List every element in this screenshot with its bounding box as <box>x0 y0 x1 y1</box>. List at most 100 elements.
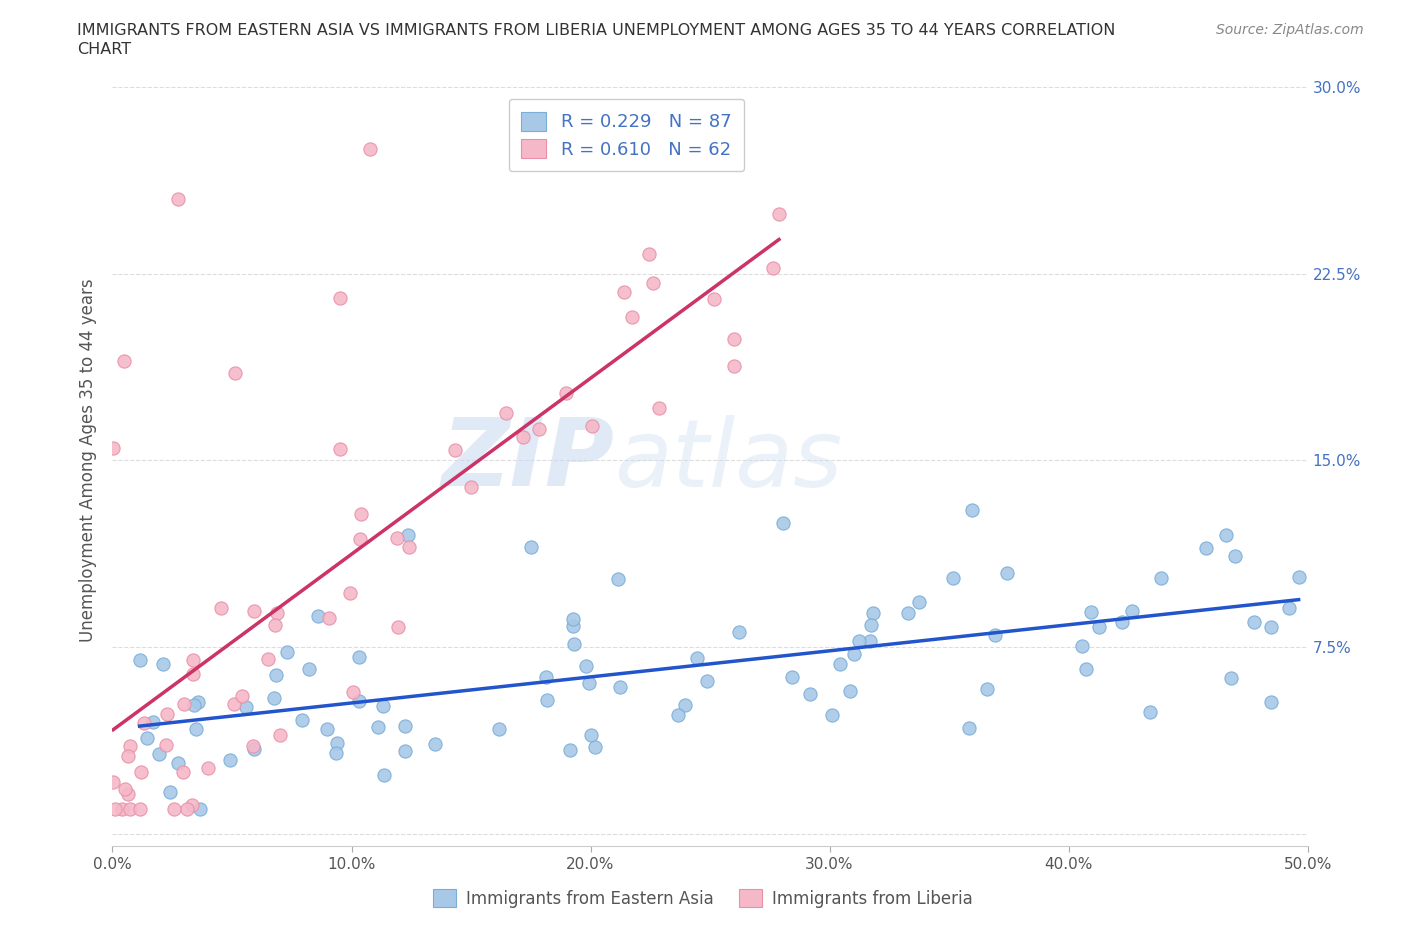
Point <box>117 786 139 801</box>
Point <box>148 747 170 762</box>
Point <box>318 610 340 625</box>
Point <box>371 698 394 713</box>
Legend: R = 0.229   N = 87, R = 0.610   N = 62: R = 0.229 N = 87, R = 0.610 N = 62 <box>509 99 744 171</box>
Point <box>583 740 606 755</box>
Point <box>349 531 371 546</box>
Point <box>1288 570 1310 585</box>
Point <box>263 618 285 632</box>
Point <box>536 692 558 707</box>
Point <box>527 421 550 436</box>
Point <box>643 275 665 290</box>
Point <box>780 670 803 684</box>
Point <box>101 441 124 456</box>
Point <box>142 714 165 729</box>
Point <box>908 595 931 610</box>
Point <box>359 141 381 156</box>
Point <box>347 694 370 709</box>
Point <box>520 540 543 555</box>
Point <box>1215 527 1237 542</box>
Point <box>606 571 628 586</box>
Point <box>373 768 395 783</box>
Point <box>184 721 207 736</box>
Point <box>859 633 882 648</box>
Point <box>976 682 998 697</box>
Point <box>118 738 141 753</box>
Point <box>231 689 253 704</box>
Point <box>848 634 870 649</box>
Point <box>1260 619 1282 634</box>
Point <box>110 802 132 817</box>
Point <box>159 785 181 800</box>
Point <box>423 737 446 751</box>
Point <box>257 652 280 667</box>
Point <box>172 765 194 780</box>
Point <box>398 539 420 554</box>
Point <box>1074 661 1097 676</box>
Point <box>1088 619 1111 634</box>
Point <box>443 443 465 458</box>
Point <box>1219 671 1241 685</box>
Point <box>1150 571 1173 586</box>
Point <box>181 667 204 682</box>
Point <box>112 353 135 368</box>
Point <box>696 674 718 689</box>
Text: CHART: CHART <box>77 42 131 57</box>
Point <box>578 675 600 690</box>
Point <box>155 737 177 752</box>
Point <box>561 612 583 627</box>
Text: Source: ZipAtlas.com: Source: ZipAtlas.com <box>1216 23 1364 37</box>
Point <box>266 605 288 620</box>
Point <box>103 775 125 790</box>
Point <box>325 746 347 761</box>
Point <box>209 601 232 616</box>
Point <box>187 695 209 710</box>
Point <box>135 730 157 745</box>
Point <box>308 609 330 624</box>
Point <box>1278 600 1301 615</box>
Point <box>1111 615 1133 630</box>
Point <box>621 309 644 324</box>
Point <box>117 748 139 763</box>
Point <box>1080 604 1102 619</box>
Point <box>686 651 709 666</box>
Point <box>173 697 195 711</box>
Point <box>495 405 517 420</box>
Point <box>942 570 965 585</box>
Point <box>896 605 918 620</box>
Point <box>830 657 852 671</box>
Point <box>723 359 745 374</box>
Point <box>844 646 866 661</box>
Point <box>534 669 557 684</box>
Point <box>349 507 371 522</box>
Point <box>276 644 298 659</box>
Point <box>562 637 585 652</box>
Legend: Immigrants from Eastern Asia, Immigrants from Liberia: Immigrants from Eastern Asia, Immigrants… <box>426 883 980 914</box>
Point <box>387 619 409 634</box>
Point <box>329 291 352 306</box>
Point <box>114 782 136 797</box>
Point <box>367 720 389 735</box>
Point <box>984 628 1007 643</box>
Point <box>152 657 174 671</box>
Point <box>995 566 1018 581</box>
Text: ZIP: ZIP <box>441 415 614 506</box>
Point <box>703 292 725 307</box>
Point <box>347 650 370 665</box>
Point <box>666 708 689 723</box>
Point <box>129 764 152 779</box>
Point <box>129 802 152 817</box>
Point <box>728 625 751 640</box>
Point <box>264 668 287 683</box>
Point <box>581 419 603 434</box>
Point <box>647 400 669 415</box>
Point <box>960 503 983 518</box>
Point <box>104 802 127 817</box>
Point <box>298 661 321 676</box>
Point <box>554 385 576 400</box>
Point <box>132 716 155 731</box>
Point <box>821 708 844 723</box>
Point <box>291 713 314 728</box>
Point <box>1139 704 1161 719</box>
Point <box>269 727 291 742</box>
Point <box>183 698 205 712</box>
